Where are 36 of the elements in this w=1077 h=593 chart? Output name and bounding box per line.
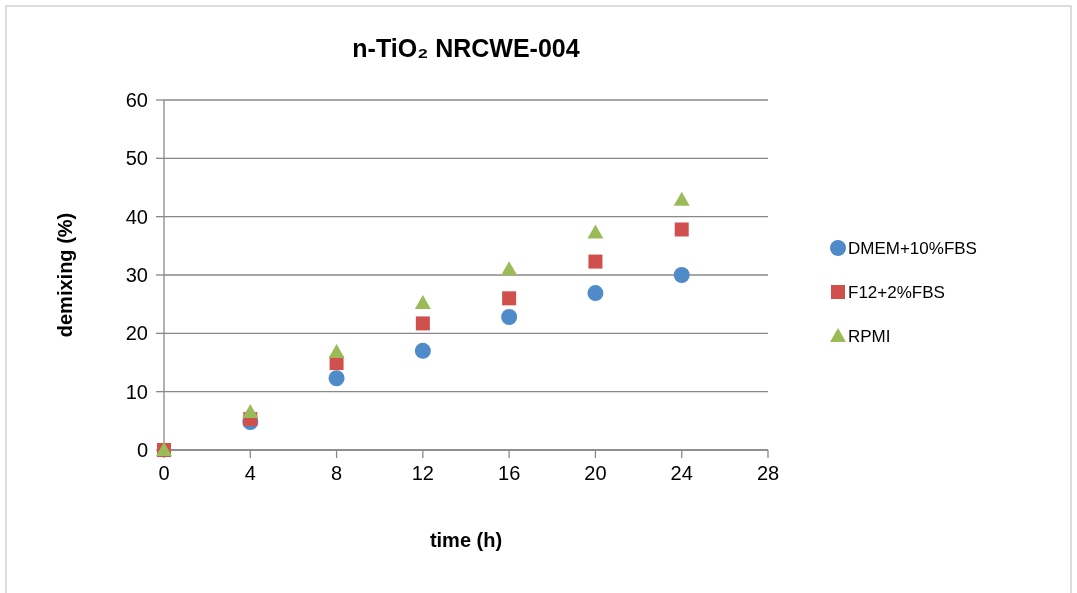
point xyxy=(414,295,431,309)
x-tick-label: 4 xyxy=(244,462,256,484)
chart-title: n-TiO₂ NRCWE-004 xyxy=(352,34,580,62)
y-tick-label: 0 xyxy=(136,439,148,461)
point xyxy=(242,404,259,419)
x-tick-label: 28 xyxy=(756,462,780,484)
y-tick-label: 40 xyxy=(125,205,148,228)
y-tick-label: 30 xyxy=(125,264,148,286)
point xyxy=(587,224,604,239)
x-tick-label: 8 xyxy=(331,462,343,484)
y-tick-label: 10 xyxy=(125,380,148,403)
x-axis-title: time (h) xyxy=(429,529,503,551)
x-tick-label: 16 xyxy=(498,462,521,484)
point xyxy=(502,291,517,306)
point xyxy=(414,342,431,359)
x-tick-label: 24 xyxy=(670,462,693,484)
legend-label: F12+2%FBS xyxy=(848,282,945,302)
y-tick-label: 50 xyxy=(125,147,148,170)
point xyxy=(501,261,518,276)
x-tick-label: 12 xyxy=(411,462,434,484)
point xyxy=(501,309,518,325)
y-axis-title: demixing (%) xyxy=(54,212,76,338)
point xyxy=(328,370,345,387)
point xyxy=(587,285,604,302)
point xyxy=(415,316,430,331)
point xyxy=(673,267,690,283)
y-tick-label: 20 xyxy=(125,322,148,345)
point xyxy=(328,344,345,358)
y-tick-label: 60 xyxy=(125,89,148,111)
point xyxy=(673,191,690,206)
legend-label: RPMI xyxy=(848,326,891,346)
point xyxy=(674,222,689,237)
x-tick-label: 20 xyxy=(584,462,607,484)
point xyxy=(588,254,603,269)
x-tick-label: 0 xyxy=(158,462,170,484)
legend-label: DMEM+10%FBS xyxy=(848,238,977,258)
